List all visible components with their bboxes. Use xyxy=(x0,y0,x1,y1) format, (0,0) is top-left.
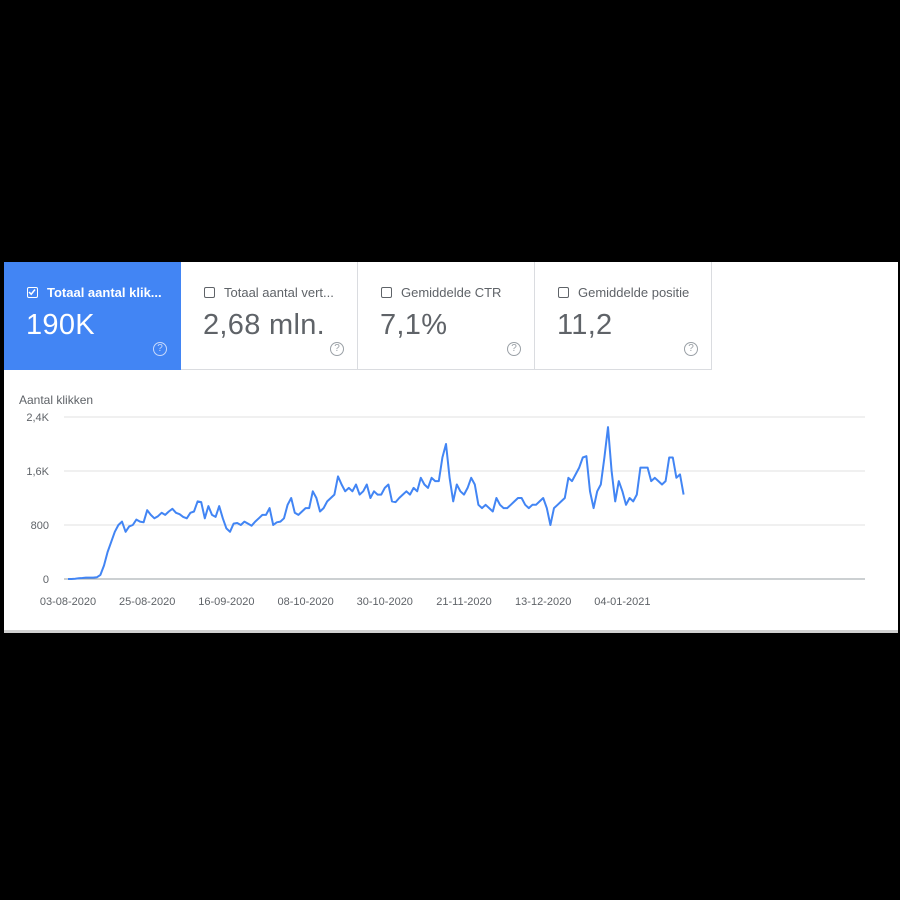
help-icon[interactable]: ? xyxy=(684,342,698,356)
metric-card-impressions[interactable]: Totaal aantal vert... 2,68 mln. ? xyxy=(181,262,358,370)
metric-value: 190K xyxy=(26,309,95,341)
x-tick-label: 16-09-2020 xyxy=(198,596,254,608)
metric-card-position[interactable]: Gemiddelde positie 11,2 ? xyxy=(535,262,712,370)
metric-value: 2,68 mln. xyxy=(203,309,325,341)
checkbox-unchecked-icon[interactable] xyxy=(204,287,215,298)
performance-panel: Totaal aantal klik... 190K ? Totaal aant… xyxy=(4,262,898,633)
x-tick-label: 04-01-2021 xyxy=(594,596,650,608)
help-icon[interactable]: ? xyxy=(153,342,167,356)
metric-value: 7,1% xyxy=(380,309,448,341)
metric-value: 11,2 xyxy=(557,309,613,341)
metric-card-clicks[interactable]: Totaal aantal klik... 190K ? xyxy=(4,262,181,370)
checkbox-unchecked-icon[interactable] xyxy=(558,287,569,298)
y-tick-label: 1,6K xyxy=(26,466,49,478)
y-tick-label: 2,4K xyxy=(26,412,49,424)
metric-cards: Totaal aantal klik... 190K ? Totaal aant… xyxy=(4,262,712,370)
help-icon[interactable]: ? xyxy=(507,342,521,356)
x-tick-label: 03-08-2020 xyxy=(40,596,96,608)
clicks-series-line[interactable] xyxy=(68,426,685,580)
x-tick-label: 25-08-2020 xyxy=(119,596,175,608)
x-tick-label: 21-11-2020 xyxy=(436,596,491,608)
help-icon[interactable]: ? xyxy=(330,342,344,356)
clicks-line-chart[interactable]: 0 800 1,6K 2,4K 03-08-2020 25-08-2020 16-09-20… xyxy=(4,262,898,630)
x-tick-label: 13-12-2020 xyxy=(515,596,571,608)
x-tick-label: 08-10-2020 xyxy=(277,596,333,608)
checkbox-checked-icon[interactable] xyxy=(27,287,38,298)
x-tick-label: 30-10-2020 xyxy=(357,596,413,608)
y-tick-label: 0 xyxy=(43,574,49,586)
y-axis-label: Aantal klikken xyxy=(19,393,94,407)
checkbox-unchecked-icon[interactable] xyxy=(381,287,392,298)
y-tick-label: 800 xyxy=(31,520,49,532)
metric-card-ctr[interactable]: Gemiddelde CTR 7,1% ? xyxy=(358,262,535,370)
